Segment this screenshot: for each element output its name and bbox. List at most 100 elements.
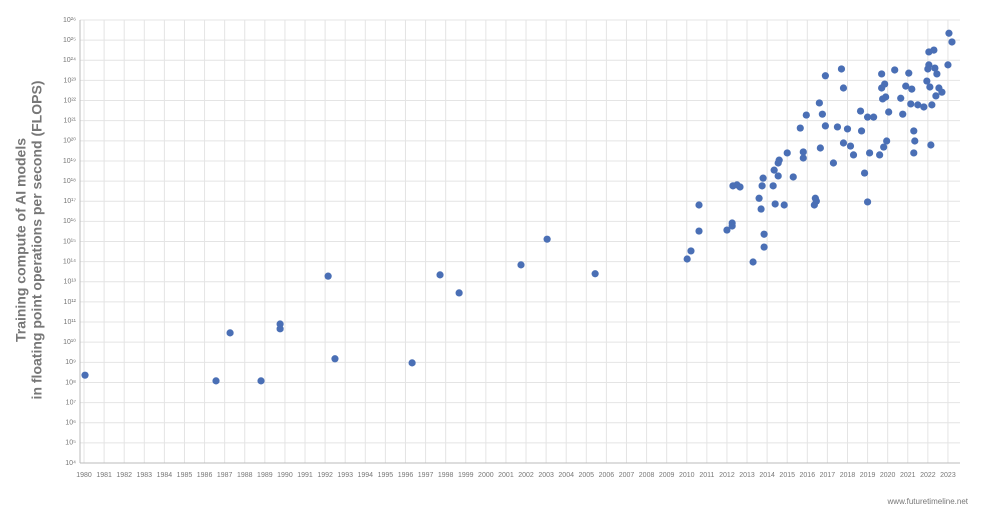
data-point xyxy=(876,151,884,159)
x-tick-label: 1981 xyxy=(96,472,112,479)
y-tick-label: 10⁴ xyxy=(65,460,76,467)
x-tick-label: 1997 xyxy=(418,472,434,479)
x-tick-label: 2022 xyxy=(920,472,936,479)
x-tick-label: 2007 xyxy=(619,472,635,479)
data-point xyxy=(833,123,842,131)
x-tick-label: 2014 xyxy=(759,472,775,479)
data-point xyxy=(899,110,907,118)
data-point xyxy=(436,271,444,279)
data-point xyxy=(81,371,89,379)
y-axis-label: in floating point operations per second … xyxy=(29,81,45,400)
data-point xyxy=(812,197,820,205)
data-point xyxy=(930,46,938,54)
data-point xyxy=(212,377,220,385)
x-tick-label: 2023 xyxy=(940,472,956,479)
data-point xyxy=(783,149,791,157)
x-tick-label: 1996 xyxy=(398,472,414,479)
y-tick-label: 10⁵ xyxy=(65,440,76,447)
data-point xyxy=(910,149,918,157)
y-tick-label: 10¹⁰ xyxy=(63,338,76,346)
data-point xyxy=(455,289,463,297)
data-point xyxy=(905,69,913,77)
x-tick-label: 2010 xyxy=(679,472,695,479)
data-point xyxy=(881,80,889,88)
data-point xyxy=(683,255,691,263)
data-point xyxy=(759,174,767,182)
data-point xyxy=(925,61,933,69)
data-point xyxy=(870,113,878,121)
data-point xyxy=(687,247,695,255)
x-tick-label: 1992 xyxy=(317,472,333,479)
data-point xyxy=(843,125,852,133)
y-tick-label: 10²⁴ xyxy=(63,57,76,64)
data-point xyxy=(723,226,731,234)
data-point xyxy=(517,261,525,269)
data-point xyxy=(926,83,934,91)
y-tick-label: 10²² xyxy=(64,97,77,104)
data-point xyxy=(907,100,915,108)
data-point xyxy=(802,111,810,119)
y-tick-label: 10⁶ xyxy=(65,420,76,427)
x-tick-label: 2020 xyxy=(880,472,896,479)
watermark: www.futuretimeline.net xyxy=(887,497,969,506)
data-point xyxy=(880,143,888,151)
x-tick-label: 2003 xyxy=(538,472,554,479)
data-point xyxy=(945,29,953,37)
data-point xyxy=(891,66,899,74)
data-point xyxy=(908,85,916,93)
data-point xyxy=(938,88,946,96)
data-point xyxy=(749,258,757,266)
x-tick-label: 1984 xyxy=(157,472,173,479)
x-tick-label: 1993 xyxy=(337,472,353,479)
y-tick-label: 10¹⁹ xyxy=(63,158,76,165)
x-tick-label: 2001 xyxy=(498,472,514,479)
data-point xyxy=(770,166,778,174)
data-point xyxy=(757,205,765,213)
data-point xyxy=(932,92,940,100)
x-tick-label: 1999 xyxy=(458,472,474,479)
x-tick-label: 2021 xyxy=(900,472,916,479)
data-point xyxy=(760,243,768,251)
data-point xyxy=(865,149,874,157)
data-point xyxy=(815,99,823,107)
y-tick-label: 10²⁵ xyxy=(63,37,76,44)
data-point xyxy=(910,127,918,135)
x-tick-label: 2005 xyxy=(579,472,595,479)
x-tick-label: 2002 xyxy=(518,472,534,479)
data-point xyxy=(863,113,872,121)
x-tick-label: 2015 xyxy=(779,472,795,479)
data-point xyxy=(829,159,838,167)
y-tick-label: 10²³ xyxy=(64,77,77,84)
data-point xyxy=(728,222,736,230)
x-tick-label: 2016 xyxy=(800,472,816,479)
x-tick-label: 2017 xyxy=(820,472,836,479)
y-tick-label: 10¹¹ xyxy=(64,319,77,326)
data-point xyxy=(257,377,265,385)
data-point xyxy=(914,101,922,109)
data-point xyxy=(863,198,872,206)
data-point xyxy=(771,200,779,208)
x-tick-label: 1995 xyxy=(378,472,394,479)
data-point xyxy=(860,169,869,177)
data-point xyxy=(755,194,763,202)
data-point xyxy=(226,329,234,337)
x-tick-label: 1983 xyxy=(137,472,153,479)
y-tick-label: 10¹³ xyxy=(64,279,77,286)
data-point xyxy=(821,122,829,130)
data-point xyxy=(324,272,332,280)
y-tick-label: 10¹⁵ xyxy=(63,238,76,245)
data-point xyxy=(928,101,936,109)
data-point xyxy=(897,94,905,102)
y-tick-label: 10⁷ xyxy=(66,399,77,406)
data-point xyxy=(923,77,931,85)
data-point xyxy=(902,82,910,90)
y-tick-label: 10²⁶ xyxy=(63,17,76,24)
data-point xyxy=(883,137,891,145)
y-tick-label: 10²⁰ xyxy=(63,137,76,145)
x-tick-label: 2009 xyxy=(659,472,675,479)
data-point xyxy=(818,110,826,118)
data-point xyxy=(796,124,804,132)
x-tick-label: 1987 xyxy=(217,472,233,479)
data-point xyxy=(591,270,599,278)
x-tick-label: 2013 xyxy=(739,472,755,479)
